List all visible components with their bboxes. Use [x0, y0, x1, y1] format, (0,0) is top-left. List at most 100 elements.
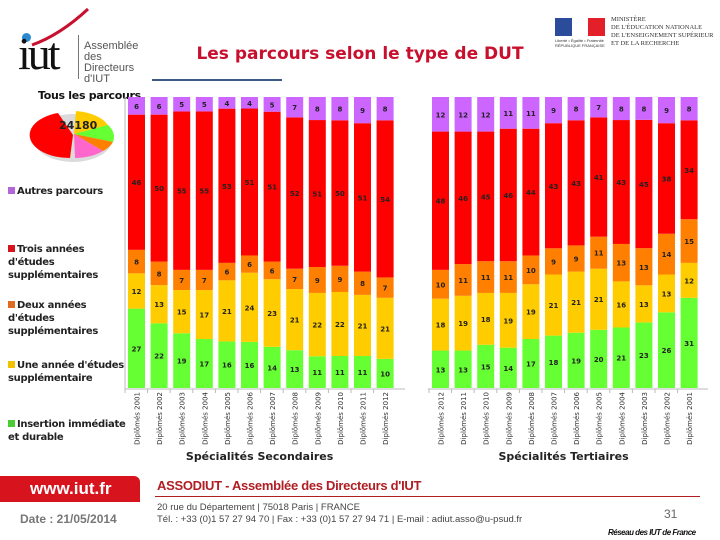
data-label: 11: [526, 110, 536, 118]
x-tick-label: Diplômés 2004: [618, 391, 626, 444]
data-label: 11: [503, 110, 513, 118]
ministry-line: DE L'ENSEIGNEMENT SUPÉRIEUR: [611, 32, 714, 39]
data-label: 14: [662, 251, 672, 259]
bar-segment-trois-annees-d-etudes-supplementaires: [545, 123, 562, 249]
data-label: 11: [594, 250, 604, 258]
data-label: 55: [199, 188, 209, 196]
data-label: 18: [436, 322, 446, 330]
bar-segment-une-annee-d-etudes-supplementaire: [545, 274, 562, 336]
bar-segment-une-annee-d-etudes-supplementaire: [499, 292, 517, 348]
data-label: 21: [571, 299, 581, 307]
data-label: 21: [594, 296, 604, 304]
date-label: Date : 21/05/2014: [20, 512, 117, 526]
x-tick-label: Diplômés 2003: [179, 392, 187, 445]
group-axis-label: Spécialités Secondaires: [186, 450, 334, 463]
data-label: 5: [179, 101, 184, 109]
bar-segment-trois-annees-d-etudes-supplementaires: [263, 111, 281, 262]
data-label: 19: [458, 320, 468, 328]
pie-slice-deux: [74, 134, 113, 151]
bar-segment-insertion-immediate-et-durable: [218, 341, 236, 388]
pie-total-label: 24180: [59, 119, 98, 132]
data-label: 12: [132, 288, 142, 296]
data-label: 9: [337, 276, 342, 284]
french-flag-icon: [555, 18, 605, 36]
bar-segment-deux-annees-d-etudes-supplementaires: [658, 233, 675, 275]
bar-segment-trois-annees-d-etudes-supplementaires: [308, 120, 326, 267]
logo-swoosh-icon: [31, 7, 90, 47]
bar-segment-une-annee-d-etudes-supplementaire: [522, 284, 540, 340]
bar-segment-deux-annees-d-etudes-supplementaires: [331, 265, 349, 292]
bar-segment-autres-parcours: [567, 97, 585, 121]
ministry-text: MINISTÈRE DE L'ÉDUCATION NATIONALE DE L'…: [611, 16, 714, 48]
data-label: 14: [503, 365, 513, 373]
bar-segment-une-annee-d-etudes-supplementaire: [308, 292, 326, 357]
bar-segment-trois-annees-d-etudes-supplementaires: [376, 120, 394, 278]
data-label: 21: [549, 302, 559, 310]
data-label: 17: [199, 361, 209, 369]
data-label: 6: [157, 103, 162, 111]
bar-segment-deux-annees-d-etudes-supplementaires: [263, 261, 281, 280]
data-label: 46: [503, 192, 513, 200]
bar-segment-deux-annees-d-etudes-supplementaires: [477, 261, 495, 293]
bar-segment-autres-parcours: [308, 97, 326, 121]
bar-segment-trois-annees-d-etudes-supplementaires: [195, 111, 213, 270]
network-label: Réseau des IUT de France: [608, 528, 696, 537]
bar-segment-autres-parcours: [680, 97, 698, 121]
group-axis-label: Spécialités Tertiaires: [498, 450, 629, 463]
website-link[interactable]: www.iut.fr: [30, 479, 112, 498]
x-tick-label: Diplômés 2001: [134, 392, 142, 445]
data-label: 17: [199, 312, 209, 320]
ministry-line: ET DE LA RECHERCHE: [611, 40, 680, 47]
data-label: 7: [383, 285, 388, 293]
data-label: 43: [616, 179, 626, 187]
data-label: 19: [526, 309, 536, 317]
x-tick-label: Diplômés 2012: [438, 392, 446, 445]
address-block: 20 rue du Département | 75018 Paris | FR…: [157, 502, 522, 526]
legend-item: Insertion immédiate et durable: [8, 418, 128, 444]
bar-segment-insertion-immediate-et-durable: [263, 346, 281, 388]
data-label: 6: [224, 269, 229, 277]
data-label: 55: [177, 188, 187, 196]
data-label: 8: [641, 105, 646, 113]
data-label: 8: [383, 106, 388, 114]
bar-segment-insertion-immediate-et-durable: [680, 297, 698, 388]
data-label: 23: [639, 352, 649, 360]
data-label: 8: [687, 106, 692, 114]
data-label: 15: [177, 309, 187, 317]
data-label: 6: [134, 103, 139, 111]
bar-segment-insertion-immediate-et-durable: [308, 356, 326, 388]
data-label: 21: [380, 325, 390, 333]
data-label: 18: [549, 359, 559, 367]
legend-label: Une année d'études supplémentaire: [8, 360, 124, 384]
data-label: 16: [222, 362, 232, 370]
x-tick-label: Diplômés 2010: [483, 392, 491, 445]
data-label: 44: [526, 189, 536, 197]
data-label: 51: [245, 179, 255, 187]
data-label: 12: [458, 111, 468, 119]
data-label: 24: [245, 304, 255, 312]
bar-segment-deux-annees-d-etudes-supplementaires: [286, 268, 304, 290]
data-label: 14: [267, 364, 277, 372]
header-divider: [152, 79, 282, 81]
website-badge[interactable]: www.iut.fr: [0, 476, 140, 502]
data-label: 50: [154, 185, 164, 193]
data-label: 6: [247, 261, 252, 269]
bar-segment-autres-parcours: [241, 97, 258, 109]
data-label: 7: [292, 276, 297, 284]
bar-segment-insertion-immediate-et-durable: [567, 332, 585, 388]
bar-segment-une-annee-d-etudes-supplementaire: [241, 272, 258, 342]
data-label: 46: [132, 179, 142, 187]
address-line: 20 rue du Département | 75018 Paris | FR…: [157, 502, 360, 513]
legend-item: Trois années d'études supplémentaires: [8, 243, 128, 282]
bar-segment-insertion-immediate-et-durable: [454, 350, 472, 388]
bar-segment-trois-annees-d-etudes-supplementaires: [241, 108, 258, 256]
page-number: 31: [664, 507, 678, 521]
bar-segment-insertion-immediate-et-durable: [612, 327, 630, 388]
bar-segment-insertion-immediate-et-durable: [477, 344, 495, 388]
data-label: 8: [337, 106, 342, 114]
data-label: 9: [551, 258, 556, 266]
data-label: 22: [335, 321, 345, 329]
data-label: 45: [481, 193, 491, 201]
bar-segment-trois-annees-d-etudes-supplementaires: [150, 114, 168, 262]
